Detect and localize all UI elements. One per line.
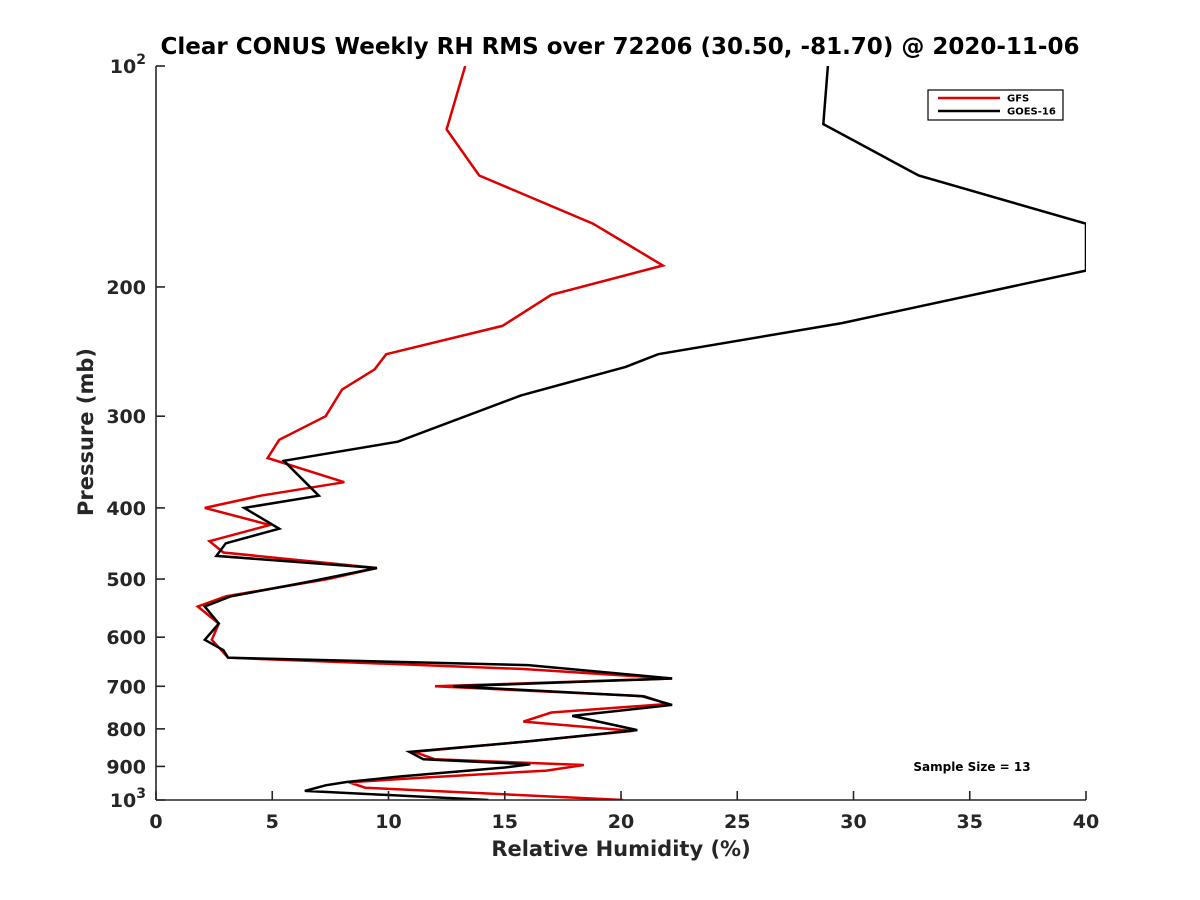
x-tick-label: 10: [375, 811, 401, 833]
x-tick-label: 0: [149, 811, 162, 833]
labels-layer: Relative Humidity (%) Pressure (mb) Samp…: [74, 348, 1031, 861]
x-tick-label: 20: [608, 811, 634, 833]
legend-box: [927, 89, 1064, 121]
x-tick-label: 15: [492, 811, 518, 833]
y-tick-label: 400: [106, 498, 146, 520]
sample-size-annotation: Sample Size = 13: [913, 760, 1030, 774]
x-tick-label: 30: [840, 811, 866, 833]
y-tick-label: 500: [106, 569, 146, 591]
y-tick-label: 700: [106, 676, 146, 698]
y-tick-label: 900: [106, 756, 146, 778]
axes-layer: 0 5 10 15 20 25 30 35 40 102 200 300 400 500 600 700 800…: [106, 52, 1099, 833]
legend: GFS GOES-16: [927, 89, 1064, 121]
y-tick-label: 200: [106, 277, 146, 299]
legend-label-goes-16: GOES-16: [1007, 107, 1056, 118]
y-tick-label: 102: [110, 52, 146, 78]
x-tick-label: 40: [1073, 811, 1099, 833]
y-tick-label: 300: [106, 406, 146, 428]
y-axis-label: Pressure (mb): [74, 348, 98, 516]
x-tick-label: 5: [266, 811, 279, 833]
data-layer: [195, 66, 1086, 800]
y-tick-label: 103: [110, 786, 146, 812]
y-tick-label: 600: [106, 627, 146, 649]
x-tick-label: 25: [724, 811, 750, 833]
legend-label-gfs: GFS: [1007, 94, 1029, 105]
x-axis-label: Relative Humidity (%): [491, 837, 750, 861]
x-tick-label: 35: [957, 811, 983, 833]
chart-title: Clear CONUS Weekly RH RMS over 72206 (30…: [161, 34, 1080, 60]
series-line-goes-16: [202, 66, 1086, 800]
y-tick-label: 800: [106, 719, 146, 741]
